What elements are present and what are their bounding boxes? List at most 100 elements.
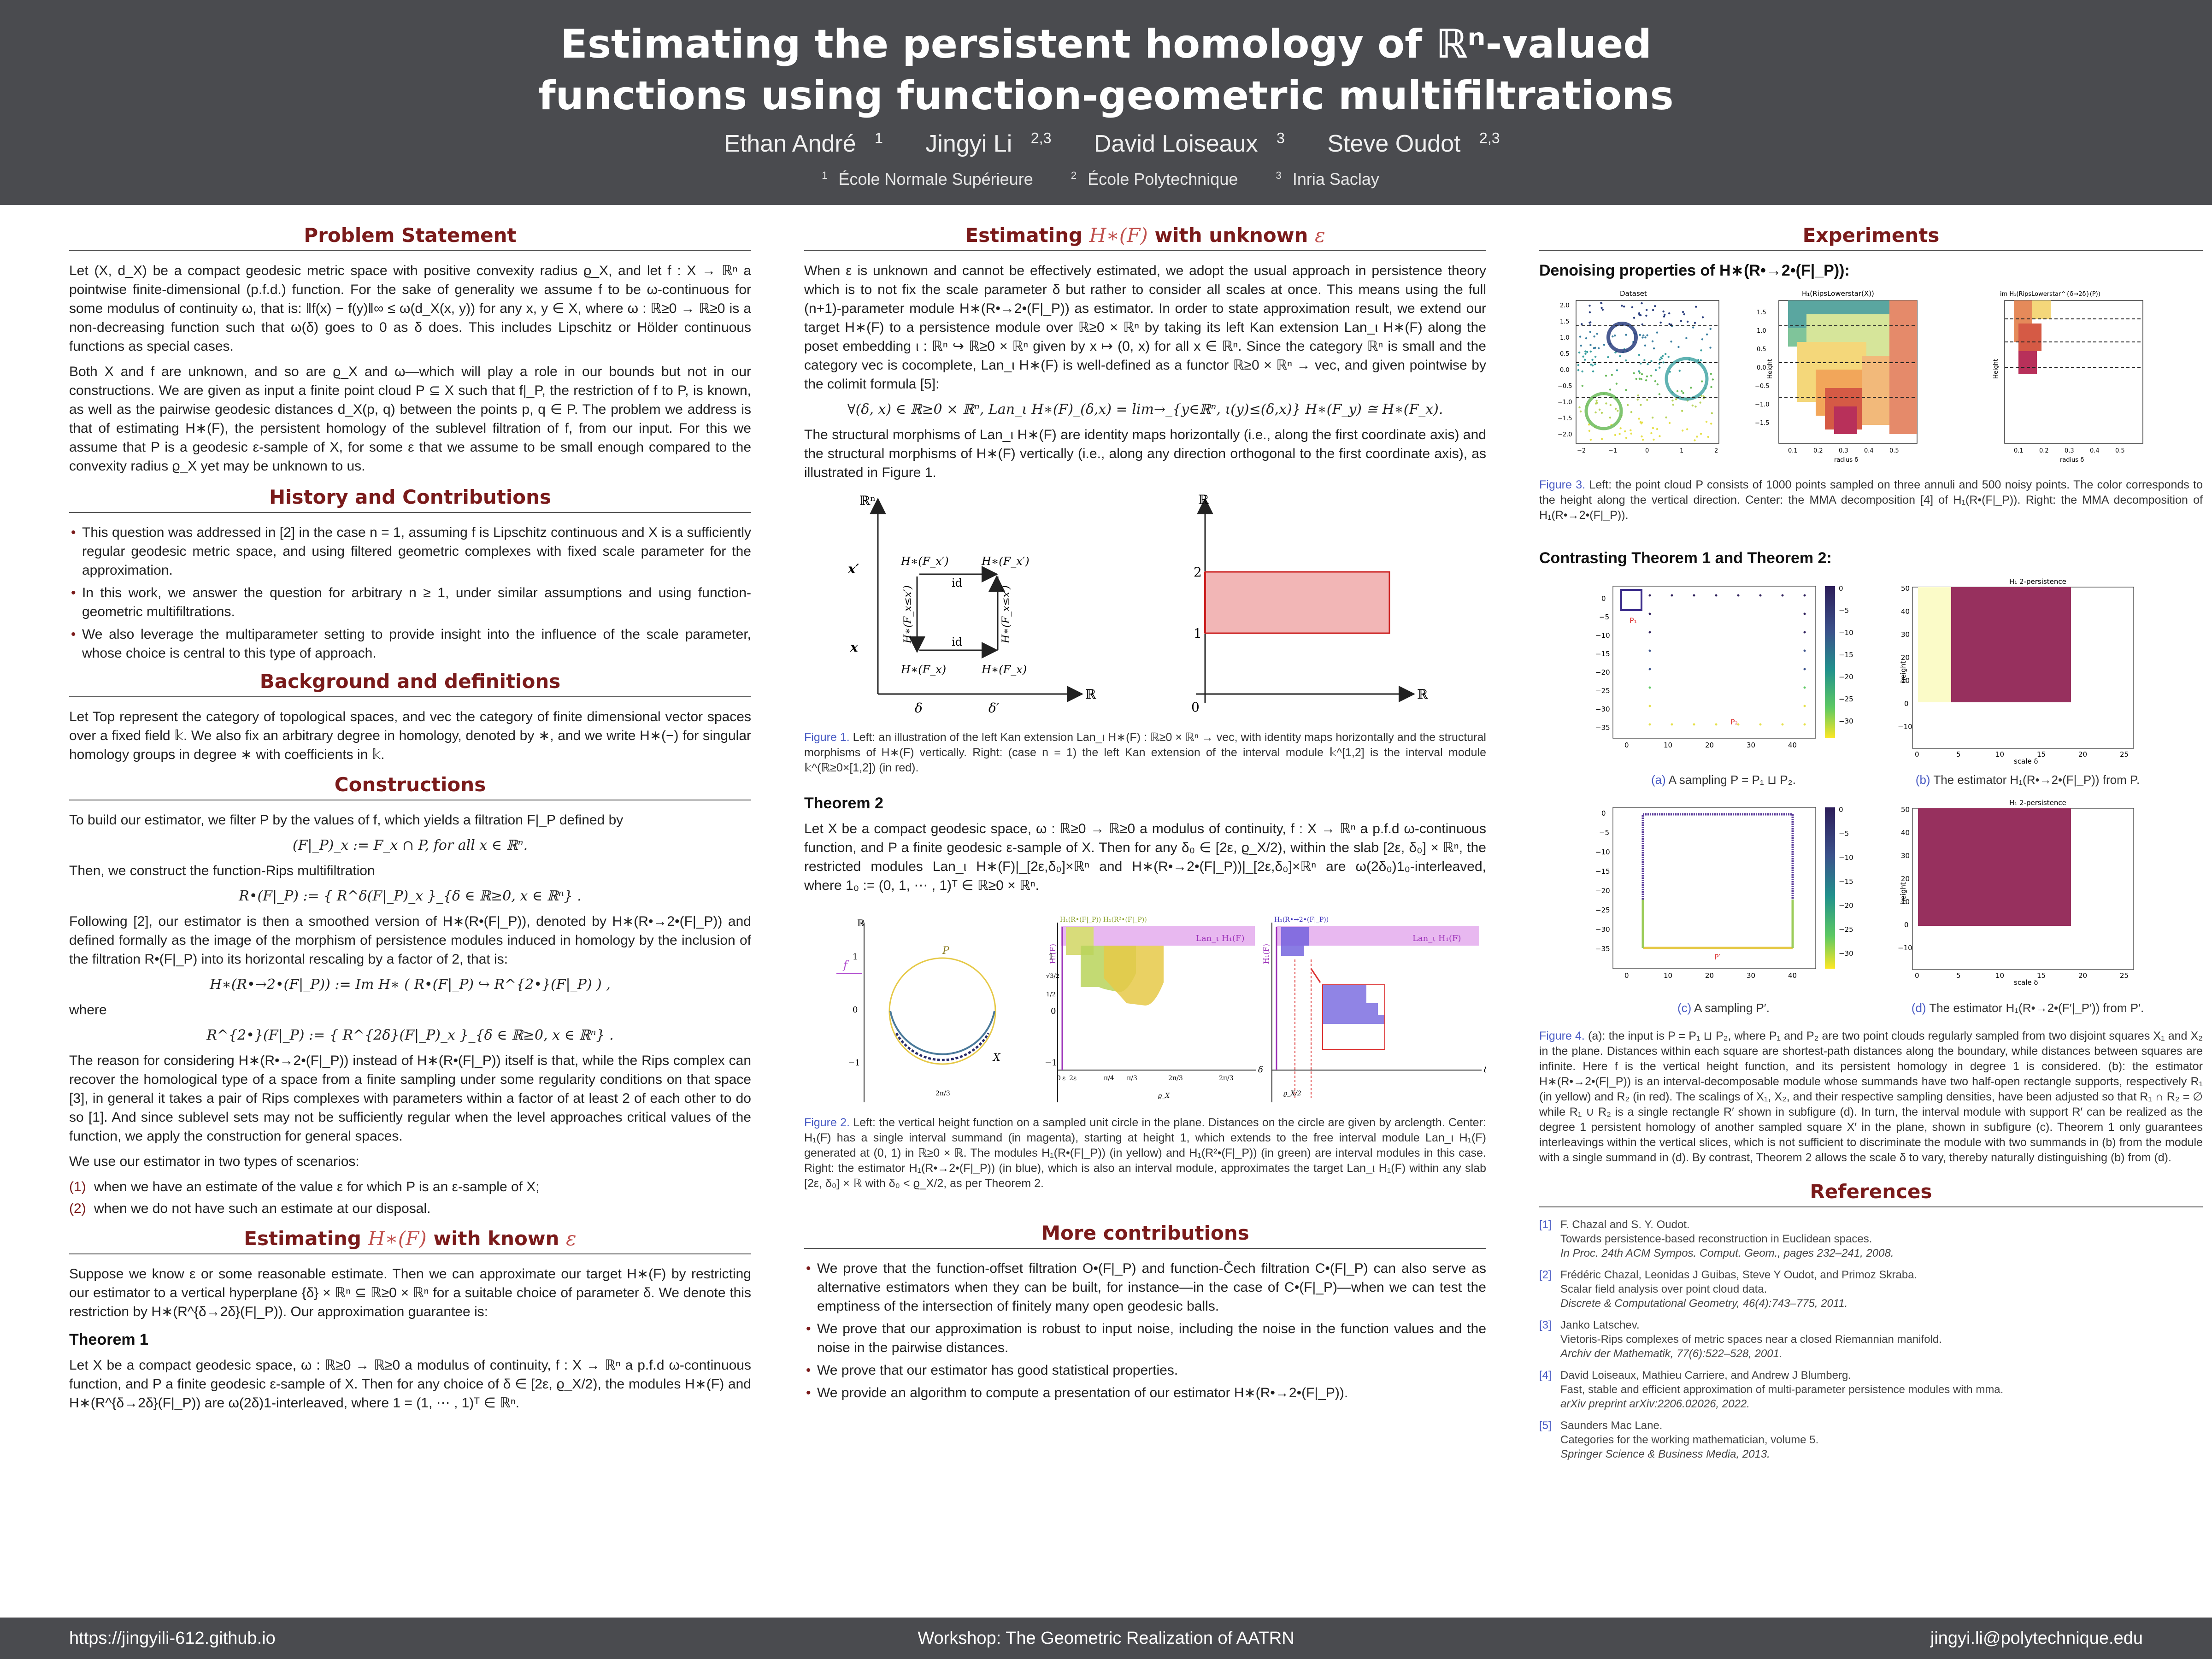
tick-label: 15 — [2037, 971, 2046, 980]
tick-label: δ′ — [988, 700, 1000, 716]
scatter-point — [1605, 375, 1607, 377]
sample-point — [1693, 594, 1695, 597]
contrast-subtitle: Contrasting Theorem 1 and Theorem 2: — [1539, 549, 1832, 567]
figure-4-caption: Figure 4. (a): the input is P = P₁ ⊔ P₂,… — [1539, 1030, 2203, 1164]
function-label: f — [842, 959, 849, 971]
known-paragraph: Suppose we know ε or some reasonable est… — [69, 1266, 751, 1319]
theorem-2-title: Theorem 2 — [804, 794, 883, 812]
scatter-point — [1638, 377, 1641, 380]
scatter-point — [1654, 305, 1656, 307]
tick-label: 25 — [2120, 750, 2129, 759]
scatter-point — [1594, 363, 1596, 365]
scatter-point — [1645, 379, 1647, 382]
scatter-point — [1584, 359, 1586, 361]
space-label: X — [992, 1052, 1001, 1064]
scatter-point — [1645, 314, 1647, 317]
tick-label: −5 — [1599, 829, 1609, 837]
tick-label: −1.5 — [1755, 420, 1770, 427]
denoising-subtitle: Denoising properties of H∗(R•→2•(F|_P)): — [1539, 262, 1850, 279]
scatter-point — [1600, 302, 1603, 305]
scatter-point — [1665, 416, 1667, 419]
list-item: We prove that our approximation is robus… — [804, 1319, 1486, 1357]
tick-label: 10 — [1664, 971, 1672, 980]
list-item: In this work, we answer the question for… — [69, 583, 751, 621]
tick-label: 0.1 — [2014, 447, 2024, 454]
list-item: We also leverage the multiparameter sett… — [69, 625, 751, 663]
footer-workshop: Workshop: The Geometric Realization of A… — [918, 1629, 1294, 1648]
figure-1: ℝⁿ ℝ x′ x δ δ′ H∗(F_x′) H∗(F_x′) H∗(F_x)… — [804, 491, 1486, 776]
tick-label: 50 — [1901, 806, 1910, 814]
tick-label: 30 — [1901, 852, 1910, 860]
scatter-point — [1633, 372, 1635, 375]
scatter-point — [1681, 429, 1684, 432]
scatter-point — [1625, 437, 1628, 439]
scatter-point — [1584, 353, 1587, 355]
scatter-point — [1593, 335, 1595, 338]
scatter-point — [1603, 344, 1606, 346]
tick-label: 0 — [1904, 700, 1909, 708]
scatter-point — [1663, 315, 1665, 318]
scatter-point — [1636, 399, 1639, 401]
tick-label: 0.3 — [1839, 447, 1848, 454]
scatter-point — [1650, 374, 1653, 377]
scatter-point — [1682, 392, 1684, 394]
lan-label: Lan_ι H₁(F) — [1412, 934, 1461, 943]
scatter-point — [1633, 317, 1635, 319]
figure-1-graphic: ℝⁿ ℝ x′ x δ δ′ H∗(F_x′) H∗(F_x′) H∗(F_x)… — [847, 492, 1428, 716]
scatter-point — [1644, 344, 1647, 347]
footer-email-link[interactable]: jingyi.li@polytechnique.edu — [1930, 1629, 2143, 1648]
tick-label: −25 — [1839, 925, 1853, 934]
figure-4a-panel: P₁ P₂ 0 −5 −10 −15 −20 −25 −30 0 10 20 3… — [1595, 584, 1853, 749]
section-title-experiments: Experiments — [1539, 226, 2203, 251]
scatter-point — [1692, 326, 1694, 329]
poster-header: Estimating the persistent homology of ℝⁿ… — [0, 0, 2212, 205]
scatter-point — [1712, 378, 1714, 381]
tick-label: π/3 — [1127, 1075, 1137, 1082]
equation-rescaled: R^{2•}(F|_P) := { R^{2δ}(F|_P)_x }_{δ ∈ … — [206, 1027, 614, 1043]
list-item: (2) when we do not have such an estimate … — [69, 1201, 431, 1216]
scatter-point — [1591, 364, 1594, 367]
scatter-point — [1624, 430, 1626, 433]
scatter-point — [1681, 410, 1683, 412]
scatter-point — [1631, 306, 1634, 308]
scatter-point — [1638, 313, 1641, 316]
figure-4c-panel: P′ 0 −5 −10 −15 −20 −25 −30 0 10 20 30 4… — [1595, 806, 1853, 980]
scatter-point — [1614, 407, 1617, 410]
section-title-problem: Problem Statement — [69, 226, 751, 251]
panel-title: H₁(RipsLowerstar(X)) — [1802, 289, 1874, 298]
scatter-point — [1659, 435, 1661, 437]
scatter-point — [1588, 429, 1591, 432]
constructions-paragraph-3: Following [2], our estimator is then a s… — [69, 914, 751, 967]
tick-label: −30 — [1839, 717, 1853, 725]
edge-label: H∗(F_x≤x′) — [1000, 585, 1012, 644]
scatter-point — [1589, 350, 1592, 353]
scatter-point — [1640, 378, 1643, 381]
sample-point — [1648, 705, 1651, 707]
tick-label: 20 — [1901, 653, 1910, 662]
tick-label: −15 — [1595, 650, 1610, 658]
scatter-point — [1595, 400, 1598, 402]
list-item: We prove that the function-offset filtra… — [804, 1259, 1486, 1316]
equation-estimator: H∗(R•→2•(F|_P)) := Im H∗ ( R•(F|_P) ↪ R^… — [210, 977, 611, 993]
tick-label: 0 — [1645, 447, 1649, 454]
section-title-unknown-epsilon: Estimating H∗(F) with unknown ε — [804, 226, 1486, 251]
scatter-point — [1668, 323, 1671, 325]
section-title-more-contributions: More contributions — [804, 1224, 1486, 1249]
sample-point — [1803, 612, 1806, 615]
title-line-2: functions using function-geometric multi… — [538, 73, 1674, 119]
tick-label: 40 — [1901, 607, 1910, 616]
scatter-point — [1677, 346, 1680, 348]
sample-point — [1759, 723, 1762, 726]
scatter-point — [1619, 355, 1621, 358]
scatter-point — [1664, 313, 1666, 316]
p2-label: P₂ — [1730, 718, 1738, 726]
scatter-point — [1580, 344, 1582, 347]
footer-website-link[interactable]: https://jingyili-612.github.io — [69, 1629, 276, 1648]
scatter-point — [1676, 390, 1679, 392]
scatter-point — [1615, 382, 1618, 385]
tick-label: 20 — [1705, 741, 1714, 749]
scatter-point — [1646, 375, 1648, 377]
scatter-point — [1662, 361, 1665, 364]
poster-footer: Workshop: The Geometric Realization of A… — [0, 1618, 2212, 1659]
y-axis-label: ℝⁿ — [859, 493, 876, 508]
